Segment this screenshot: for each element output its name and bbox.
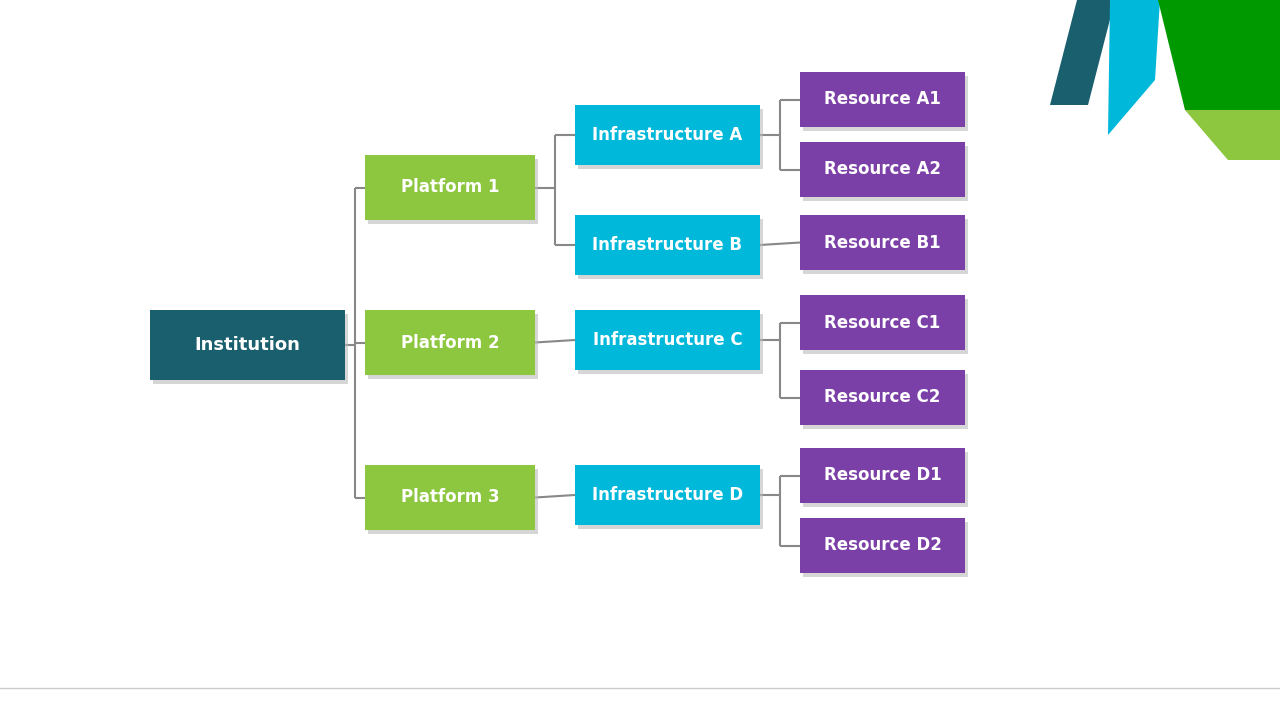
FancyBboxPatch shape bbox=[369, 159, 538, 224]
FancyBboxPatch shape bbox=[800, 518, 965, 573]
Text: Resource A1: Resource A1 bbox=[824, 91, 941, 109]
Text: Infrastructure B: Infrastructure B bbox=[593, 236, 742, 254]
FancyBboxPatch shape bbox=[575, 215, 760, 275]
Text: Resource C2: Resource C2 bbox=[824, 389, 941, 407]
FancyBboxPatch shape bbox=[579, 219, 763, 279]
FancyBboxPatch shape bbox=[803, 522, 968, 577]
FancyBboxPatch shape bbox=[803, 219, 968, 274]
Polygon shape bbox=[1050, 0, 1115, 105]
FancyBboxPatch shape bbox=[803, 76, 968, 131]
Text: Resource D2: Resource D2 bbox=[823, 536, 941, 554]
Text: Infrastructure C: Infrastructure C bbox=[593, 331, 742, 349]
FancyBboxPatch shape bbox=[800, 142, 965, 197]
FancyBboxPatch shape bbox=[365, 465, 535, 530]
Polygon shape bbox=[1158, 0, 1280, 110]
FancyBboxPatch shape bbox=[365, 155, 535, 220]
Text: Infrastructure A: Infrastructure A bbox=[593, 126, 742, 144]
FancyBboxPatch shape bbox=[800, 72, 965, 127]
FancyBboxPatch shape bbox=[800, 215, 965, 270]
Text: Institution: Institution bbox=[195, 336, 301, 354]
FancyBboxPatch shape bbox=[369, 469, 538, 534]
FancyBboxPatch shape bbox=[150, 310, 346, 380]
Text: Resource B1: Resource B1 bbox=[824, 233, 941, 251]
FancyBboxPatch shape bbox=[803, 452, 968, 507]
FancyBboxPatch shape bbox=[800, 448, 965, 503]
FancyBboxPatch shape bbox=[803, 146, 968, 201]
Text: Platform 2: Platform 2 bbox=[401, 333, 499, 351]
FancyBboxPatch shape bbox=[800, 370, 965, 425]
Text: Platform 3: Platform 3 bbox=[401, 488, 499, 506]
FancyBboxPatch shape bbox=[803, 299, 968, 354]
FancyBboxPatch shape bbox=[575, 105, 760, 165]
FancyBboxPatch shape bbox=[575, 465, 760, 525]
FancyBboxPatch shape bbox=[800, 295, 965, 350]
Text: Resource A2: Resource A2 bbox=[824, 161, 941, 179]
FancyBboxPatch shape bbox=[579, 109, 763, 169]
Text: Resource C1: Resource C1 bbox=[824, 313, 941, 331]
FancyBboxPatch shape bbox=[575, 310, 760, 370]
FancyBboxPatch shape bbox=[579, 469, 763, 529]
Text: Infrastructure D: Infrastructure D bbox=[591, 486, 744, 504]
FancyBboxPatch shape bbox=[803, 374, 968, 429]
Text: Resource D1: Resource D1 bbox=[823, 467, 941, 485]
FancyBboxPatch shape bbox=[154, 314, 348, 384]
FancyBboxPatch shape bbox=[369, 314, 538, 379]
Polygon shape bbox=[1108, 0, 1160, 135]
Polygon shape bbox=[1185, 110, 1280, 160]
FancyBboxPatch shape bbox=[365, 310, 535, 375]
Text: Platform 1: Platform 1 bbox=[401, 179, 499, 197]
FancyBboxPatch shape bbox=[579, 314, 763, 374]
